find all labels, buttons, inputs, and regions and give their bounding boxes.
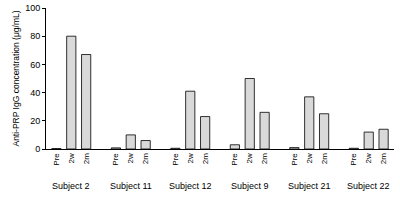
svg-text:2w: 2w [305, 153, 314, 163]
svg-text:Pre: Pre [171, 153, 180, 166]
svg-text:2m: 2m [260, 153, 269, 164]
svg-text:2m: 2m [320, 153, 329, 164]
svg-text:2w: 2w [67, 153, 76, 163]
svg-text:2w: 2w [126, 153, 135, 163]
svg-text:Subject 22: Subject 22 [347, 181, 390, 191]
svg-text:20: 20 [30, 116, 40, 126]
svg-text:40: 40 [30, 88, 40, 98]
svg-text:2m: 2m [201, 153, 210, 164]
svg-text:Subject 11: Subject 11 [110, 181, 152, 191]
svg-text:Pre: Pre [52, 153, 61, 166]
svg-text:2w: 2w [364, 153, 373, 163]
svg-text:Subject 21: Subject 21 [288, 181, 331, 191]
svg-text:Pre: Pre [349, 153, 358, 166]
svg-text:100: 100 [25, 3, 40, 13]
svg-text:Pre: Pre [290, 153, 299, 166]
svg-text:0: 0 [35, 144, 40, 154]
svg-text:Anti-PRP IgG concentration (μg: Anti-PRP IgG concentration (μg/mL) [11, 10, 21, 146]
svg-text:2m: 2m [379, 153, 388, 164]
svg-text:Pre: Pre [230, 153, 239, 166]
svg-text:Subject 2: Subject 2 [52, 181, 90, 191]
svg-text:Pre: Pre [112, 153, 121, 166]
svg-text:2m: 2m [82, 153, 91, 164]
svg-text:Subject 12: Subject 12 [169, 181, 212, 191]
svg-text:2w: 2w [186, 153, 195, 163]
svg-text:Subject 9: Subject 9 [231, 181, 269, 191]
svg-text:80: 80 [30, 31, 40, 41]
svg-text:2w: 2w [245, 153, 254, 163]
svg-text:60: 60 [30, 60, 40, 70]
svg-text:2m: 2m [141, 153, 150, 164]
